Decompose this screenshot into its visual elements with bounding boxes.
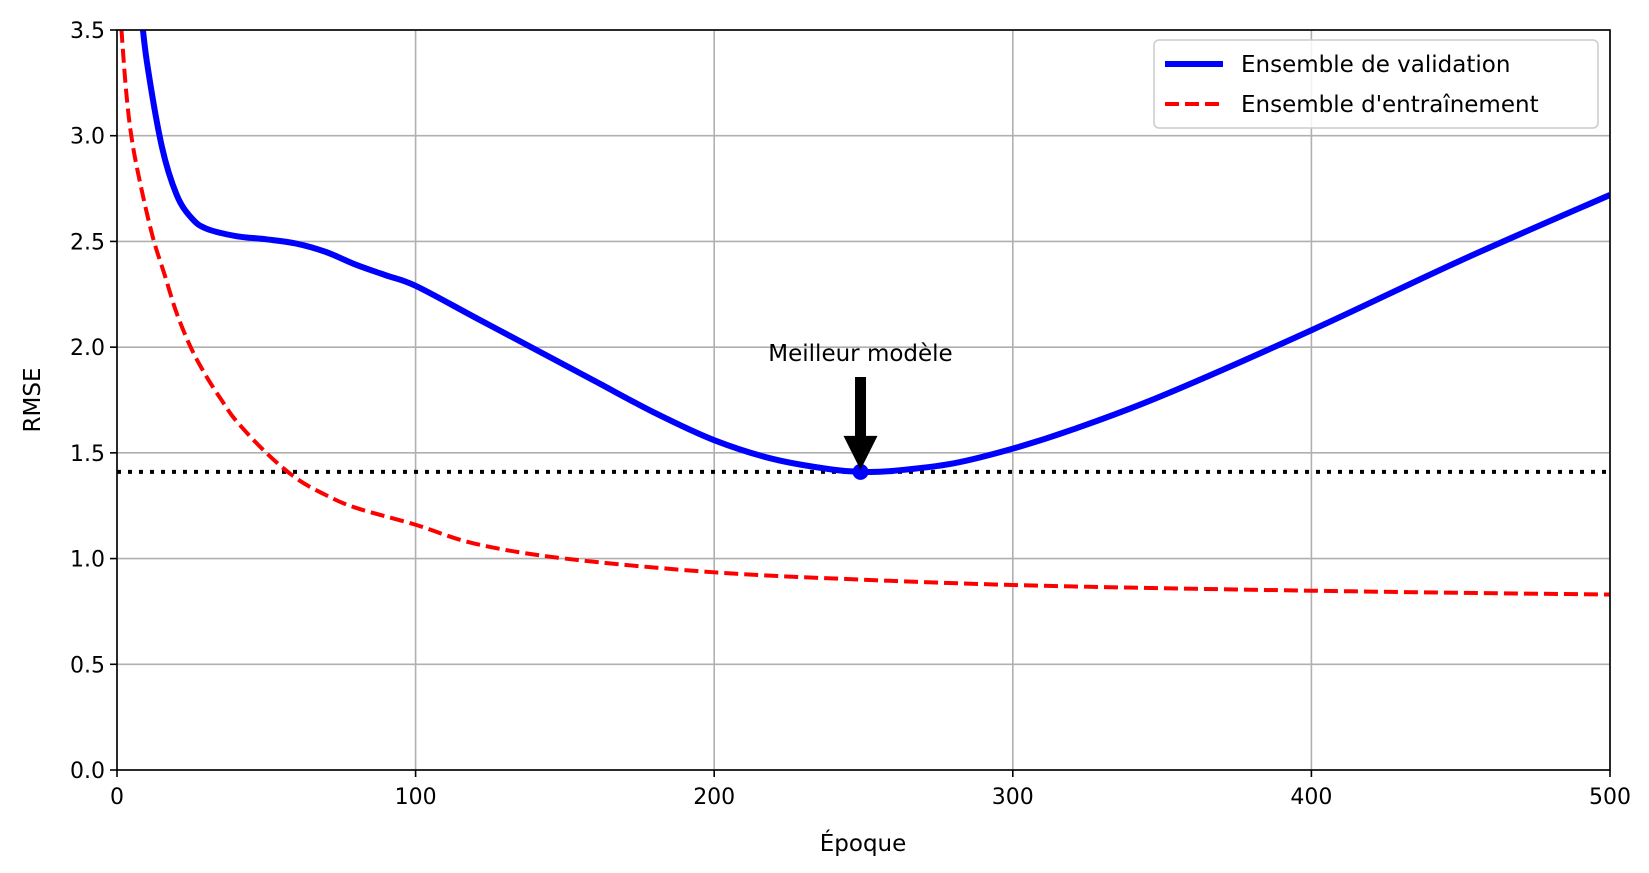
annotation-label: Meilleur modèle — [768, 341, 952, 367]
y-tick-label: 2.0 — [70, 336, 105, 361]
y-tick-label: 1.5 — [70, 442, 105, 467]
x-tick-label: 300 — [992, 785, 1034, 810]
y-tick-label: 0.0 — [70, 759, 105, 784]
x-tick-label: 400 — [1290, 785, 1332, 810]
x-tick-label: 500 — [1589, 785, 1631, 810]
ticks: 0 100 200 300 400 500 0.0 0.5 1.0 1.5 2.0 2.5 3.0 3.5 — [70, 19, 1631, 810]
y-tick-label: 0.5 — [70, 653, 105, 678]
legend-label-training: Ensemble d'entraînement — [1241, 92, 1539, 118]
legend-label-validation: Ensemble de validation — [1241, 52, 1510, 78]
x-tick-label: 0 — [110, 785, 124, 810]
y-tick-label: 3.5 — [70, 19, 105, 44]
annotation-arrow-head — [843, 435, 878, 470]
best-model-point — [852, 463, 869, 480]
series-line-validation — [139, 30, 1610, 476]
annotation-layer: Meilleur modèle — [768, 341, 953, 470]
x-tick-label: 100 — [395, 785, 437, 810]
x-axis-label: Époque — [820, 829, 907, 857]
y-tick-label: 2.5 — [70, 230, 105, 255]
y-tick-label: 3.0 — [70, 125, 105, 150]
y-axis-label: RMSE — [20, 368, 46, 433]
plot-frame — [116, 29, 1611, 771]
legend-box — [1153, 39, 1599, 129]
y-tick-label: 1.0 — [70, 548, 105, 573]
series-layer — [117, 30, 1610, 597]
series-line-training — [119, 30, 1610, 597]
x-tick-label: 200 — [693, 785, 735, 810]
legend: Ensemble de validation Ensemble d'entraî… — [1153, 39, 1599, 129]
